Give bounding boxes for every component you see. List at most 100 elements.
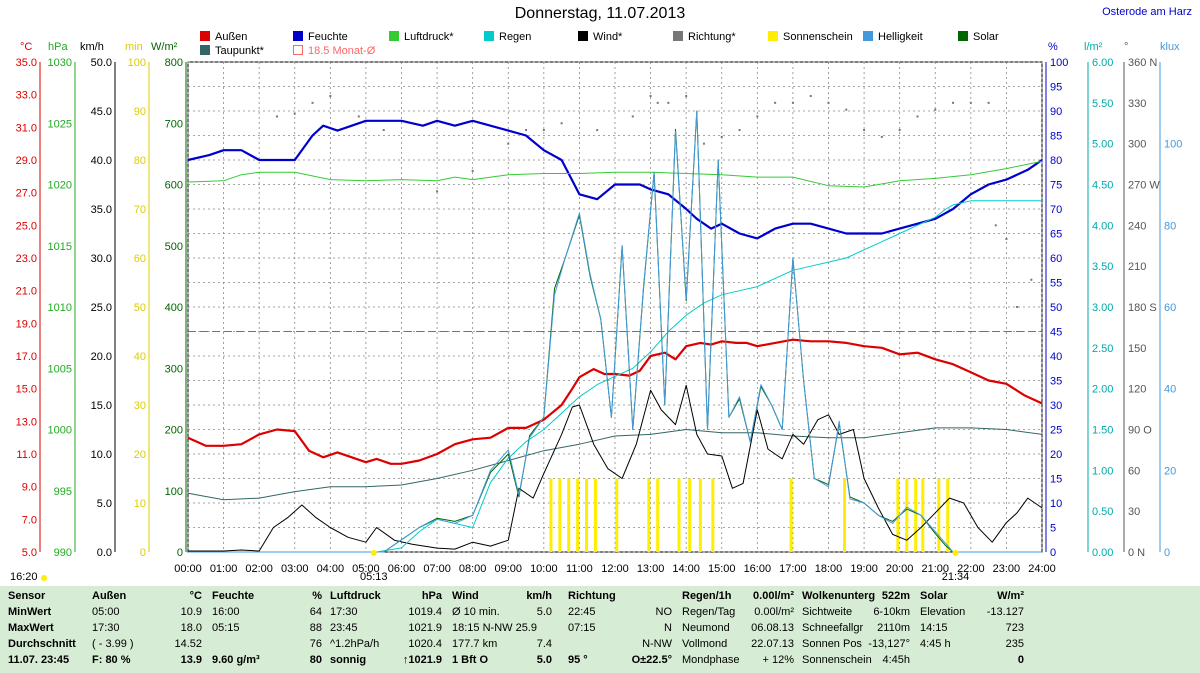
footer-row: Durchschnitt [8, 636, 88, 652]
footer-row: Regen/1h 0.00l/m² [682, 588, 794, 604]
footer-column: Solar W/m² Elevation -13.127 14:15 723 4:45 h 2… [920, 588, 1024, 668]
footer-label: 22:45 [568, 606, 596, 618]
richtung-point [952, 101, 955, 104]
solar-tick-label: 400 [165, 302, 183, 314]
lux-tick-label: 100 [1164, 139, 1182, 151]
solar-tick-label: 800 [165, 57, 183, 69]
richtung-point [845, 108, 848, 111]
footer-column: Wind km/h Ø 10 min. 5.0 18:15 N-NW 25.9 177.7… [452, 588, 552, 668]
footer-column: Sensor MinWert MaxWert Durchschnitt 11.07. 2… [8, 588, 88, 668]
richtung-point [275, 115, 278, 118]
richtung-point [311, 101, 314, 104]
footer-label: 16:00 [212, 606, 240, 618]
legend-label: Sonnenschein [783, 31, 853, 43]
footer-value: 522m [881, 590, 910, 602]
solar-tick-label: 0 [177, 547, 183, 559]
legend-label: Solar [973, 31, 999, 43]
footer-value: 235 [1005, 638, 1024, 650]
press-tick-label: 1025 [48, 118, 72, 130]
wind-line [188, 384, 1043, 552]
richtung-point [667, 101, 670, 104]
footer-value: N [664, 622, 672, 634]
legend-swatch [200, 45, 210, 55]
footer-label: 177.7 km [452, 638, 498, 650]
sun-tick-label: 80 [134, 155, 146, 167]
footer-label: 18:15 N-NW 25.9 [452, 622, 537, 634]
footer-row: 14:15 723 [920, 620, 1024, 636]
hum-tick-label: 65 [1050, 229, 1062, 241]
solar-tick-label: 500 [165, 241, 183, 253]
temp-tick-label: 15.0 [16, 384, 37, 396]
sun-tick-label: 50 [134, 302, 146, 314]
footer-row: Sonnenschein 4:45h [802, 652, 910, 668]
footer-value: 14.52 [174, 638, 202, 650]
richtung-point [934, 108, 937, 111]
day-start-label: 16:20 [10, 571, 38, 582]
footer-value: 1021.9 [408, 622, 442, 634]
taupunkt-line [187, 427, 1043, 501]
sun-tick-label: 70 [134, 204, 146, 216]
hum-tick-label: 55 [1050, 278, 1062, 290]
lux-tick-label: 20 [1164, 465, 1176, 477]
sunshine-series [549, 478, 950, 552]
footer-label: Sonnen Pos [802, 638, 862, 650]
legend-label: Wind* [593, 31, 623, 43]
footer-row: Richtung [568, 588, 672, 604]
footer-label: 14:15 [920, 622, 948, 634]
footer-row: 9.60 g/m³ 80 [212, 652, 322, 668]
footer-row: Sensor [8, 588, 88, 604]
richtung-point [656, 101, 659, 104]
legend-swatch [389, 31, 399, 41]
footer-value: % [312, 590, 322, 602]
sun-tick-label: 100 [128, 57, 146, 69]
sun-tick-label: 90 [134, 106, 146, 118]
x-tick-label: 10:00 [530, 563, 558, 575]
hum-tick-label: 70 [1050, 204, 1062, 216]
footer-row: 177.7 km 7.4 [452, 636, 552, 652]
footer-value: W/m² [997, 590, 1024, 602]
footer-value: 80 [309, 654, 322, 666]
sun-tick-label: 60 [134, 253, 146, 265]
footer-row: sonnig ↑1021.9 [330, 652, 442, 668]
richtung-point [685, 95, 688, 98]
richtung-point [507, 142, 510, 145]
dir-tick-label: 60 [1128, 465, 1140, 477]
x-tick-label: 22:00 [957, 563, 985, 575]
rain-tick-label: 6.00 [1092, 57, 1113, 69]
footer-row: Neumond 06.08.13 [682, 620, 794, 636]
legend-item: Luftdruck* [389, 31, 454, 43]
footer-row: 18:15 N-NW 25.9 [452, 620, 552, 636]
hum-tick-label: 25 [1050, 425, 1062, 437]
footer-label: Richtung [568, 590, 616, 602]
x-tick-label: 20:00 [886, 563, 914, 575]
hum-tick-label: 100 [1050, 57, 1068, 69]
richtung-point [916, 115, 919, 118]
richtung-point [987, 101, 990, 104]
footer-label: sonnig [330, 654, 367, 666]
legend-swatch [484, 31, 494, 41]
solar-tick-label: 200 [165, 425, 183, 437]
x-tick-label: 19:00 [850, 563, 878, 575]
richtung-point [471, 169, 474, 172]
hum-tick-label: 40 [1050, 351, 1062, 363]
hum-tick-label: 95 [1050, 82, 1062, 94]
footer-value: 4:45h [882, 654, 910, 666]
rain-tick-label: 1.00 [1092, 465, 1113, 477]
solar-tick-label: 300 [165, 363, 183, 375]
footer-row: 0 [920, 652, 1024, 668]
footer-value: hPa [421, 590, 442, 602]
rain-axis-title: l/m² [1084, 41, 1103, 53]
footer-column: Richtung 22:45 NO 07:15 N N-NW 95 ° O±22.5° [568, 588, 672, 668]
page-title: Donnerstag, 11.07.2013 [514, 5, 686, 22]
wind-tick-label: 10.0 [91, 449, 112, 461]
footer-value: 0 [1017, 654, 1024, 666]
sunset-marker [952, 550, 959, 556]
press-tick-label: 995 [54, 486, 72, 498]
richtung-series [275, 95, 1033, 308]
footer-label: Elevation [920, 606, 966, 618]
footer-label: Wind [452, 590, 479, 602]
footer-value: km/h [526, 590, 552, 602]
footer-row: Feuchte% [212, 588, 322, 604]
footer-row: Sichtweite 6-10km [802, 604, 910, 620]
press-tick-label: 1020 [48, 180, 72, 192]
